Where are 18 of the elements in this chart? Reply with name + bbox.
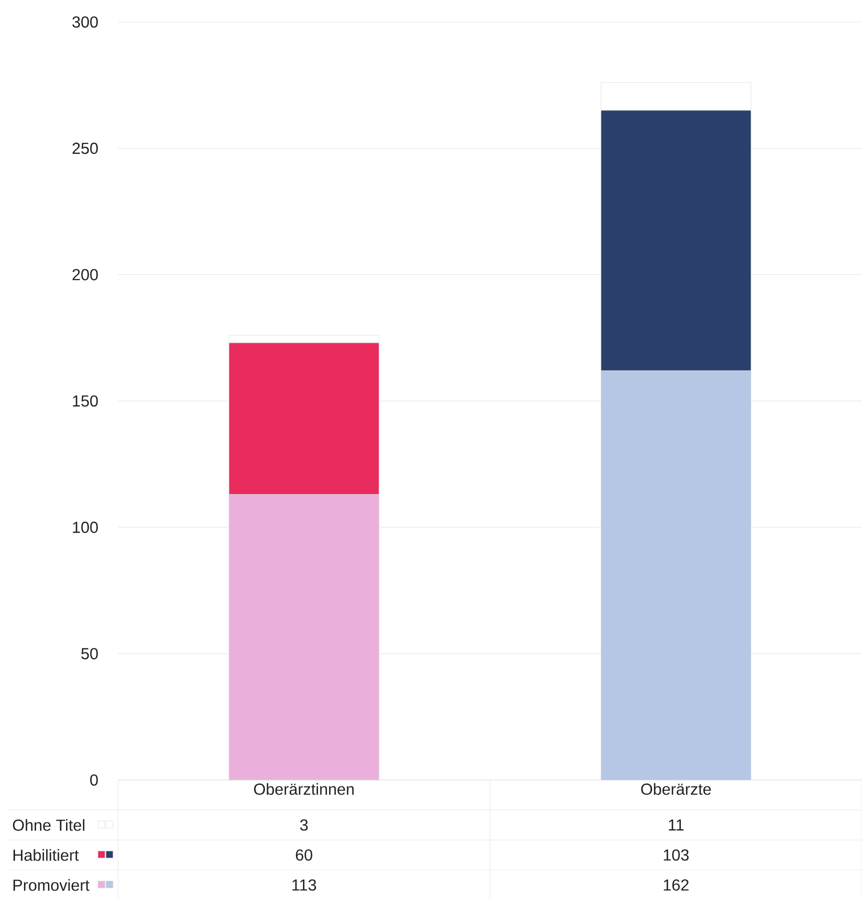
y-tick-label: 200 (72, 269, 98, 280)
legend-label: Ohne Titel (12, 819, 84, 831)
y-tick-label: 250 (72, 142, 98, 154)
data-label: 113 (292, 879, 316, 891)
y-tick-label: 100 (72, 522, 98, 533)
y-tick-label: 300 (72, 16, 98, 28)
data-label: 60 (296, 849, 312, 861)
x-tick-label: Oberärzte (641, 783, 711, 795)
y-tick-label: 0 (90, 774, 98, 786)
data-label: 103 (664, 849, 689, 861)
x-tick-label: Oberärztinnen (254, 783, 354, 795)
legend-label: Habilitiert (14, 849, 79, 861)
data-label: 162 (664, 879, 689, 891)
y-tick-label: 50 (81, 648, 98, 660)
data-label: 11 (668, 819, 684, 831)
data-label: 3 (300, 819, 308, 831)
y-tick-label: 150 (72, 395, 98, 407)
legend-label: Promoviert (14, 879, 90, 891)
